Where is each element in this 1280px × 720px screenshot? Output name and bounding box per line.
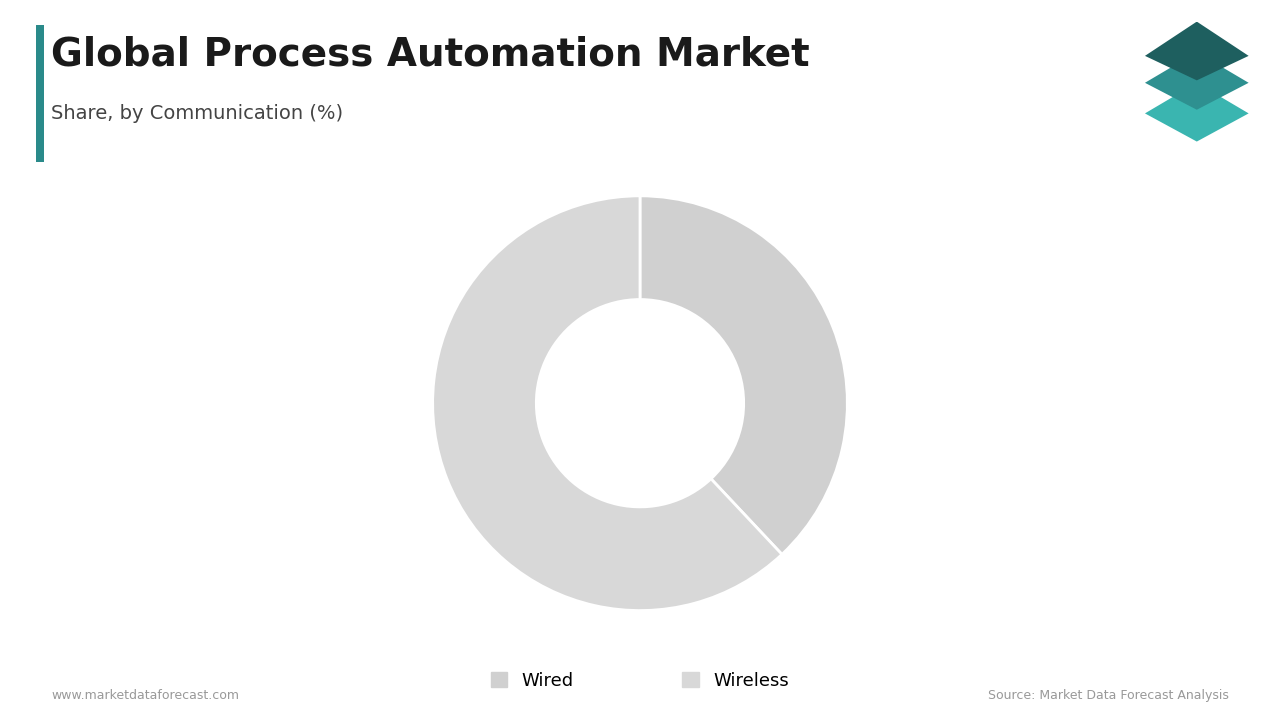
Polygon shape <box>1146 52 1249 109</box>
Wedge shape <box>433 196 782 611</box>
Text: www.marketdataforecast.com: www.marketdataforecast.com <box>51 689 239 702</box>
Text: Global Process Automation Market: Global Process Automation Market <box>51 36 810 74</box>
Text: Source: Market Data Forecast Analysis: Source: Market Data Forecast Analysis <box>988 689 1229 702</box>
Polygon shape <box>1146 83 1249 142</box>
Wedge shape <box>640 196 847 554</box>
Polygon shape <box>1146 22 1249 81</box>
Text: Share, by Communication (%): Share, by Communication (%) <box>51 104 343 123</box>
Legend: Wired, Wireless: Wired, Wireless <box>484 665 796 698</box>
